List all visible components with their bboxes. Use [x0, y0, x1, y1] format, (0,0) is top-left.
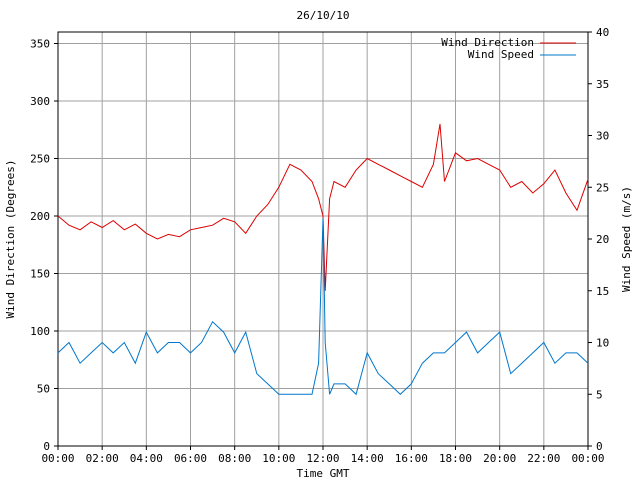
y-right-tick-label: 15 [596, 285, 609, 298]
series-layer [57, 123, 589, 396]
x-tick-label: 10:00 [262, 452, 295, 465]
legend-label-wind-speed: Wind Speed [468, 48, 534, 61]
y-axis-label-left: Wind Direction (Degrees) [4, 160, 17, 319]
x-tick-label: 08:00 [218, 452, 251, 465]
x-tick-label: 02:00 [86, 452, 119, 465]
y-right-tick-label: 25 [596, 181, 609, 194]
y-left-tick-label: 50 [37, 383, 50, 396]
y-left-tick-label: 300 [30, 95, 50, 108]
x-tick-label: 04:00 [130, 452, 163, 465]
series-line-wind-direction [57, 123, 589, 291]
y-left-tick-label: 200 [30, 210, 50, 223]
x-tick-label: 22:00 [527, 452, 560, 465]
x-tick-label: 00:00 [571, 452, 604, 465]
y-right-tick-label: 30 [596, 130, 609, 143]
x-tick-label: 14:00 [351, 452, 384, 465]
y-right-tick-label: 35 [596, 78, 609, 91]
y-left-tick-label: 250 [30, 153, 50, 166]
x-tick-label: 06:00 [174, 452, 207, 465]
y-right-tick-label: 20 [596, 233, 609, 246]
chart-title: 26/10/10 [297, 9, 350, 22]
y-right-tick-label: 5 [596, 388, 603, 401]
series-line-wind-speed [57, 218, 589, 396]
x-axis-label: Time GMT [297, 467, 350, 480]
axis-ticks: 00:00 02:00 04:00 06:00 08:00 10:00 12:00 14:00… [30, 26, 609, 465]
x-tick-label: 00:00 [41, 452, 74, 465]
y-left-tick-label: 350 [30, 38, 50, 51]
y-left-tick-label: 150 [30, 268, 50, 281]
y-axis-label-right: Wind Speed (m/s) [620, 186, 633, 292]
x-tick-label: 18:00 [439, 452, 472, 465]
y-right-tick-label: 0 [596, 440, 603, 453]
y-left-tick-label: 0 [43, 440, 50, 453]
grid-lines [58, 32, 588, 446]
legend: Wind Direction Wind Speed [441, 36, 576, 61]
y-right-tick-label: 40 [596, 26, 609, 39]
y-left-tick-label: 100 [30, 325, 50, 338]
legend-label-wind-direction: Wind Direction [441, 36, 534, 49]
x-tick-label: 12:00 [306, 452, 339, 465]
x-tick-label: 20:00 [483, 452, 516, 465]
x-tick-label: 16:00 [395, 452, 428, 465]
y-right-tick-label: 10 [596, 337, 609, 350]
